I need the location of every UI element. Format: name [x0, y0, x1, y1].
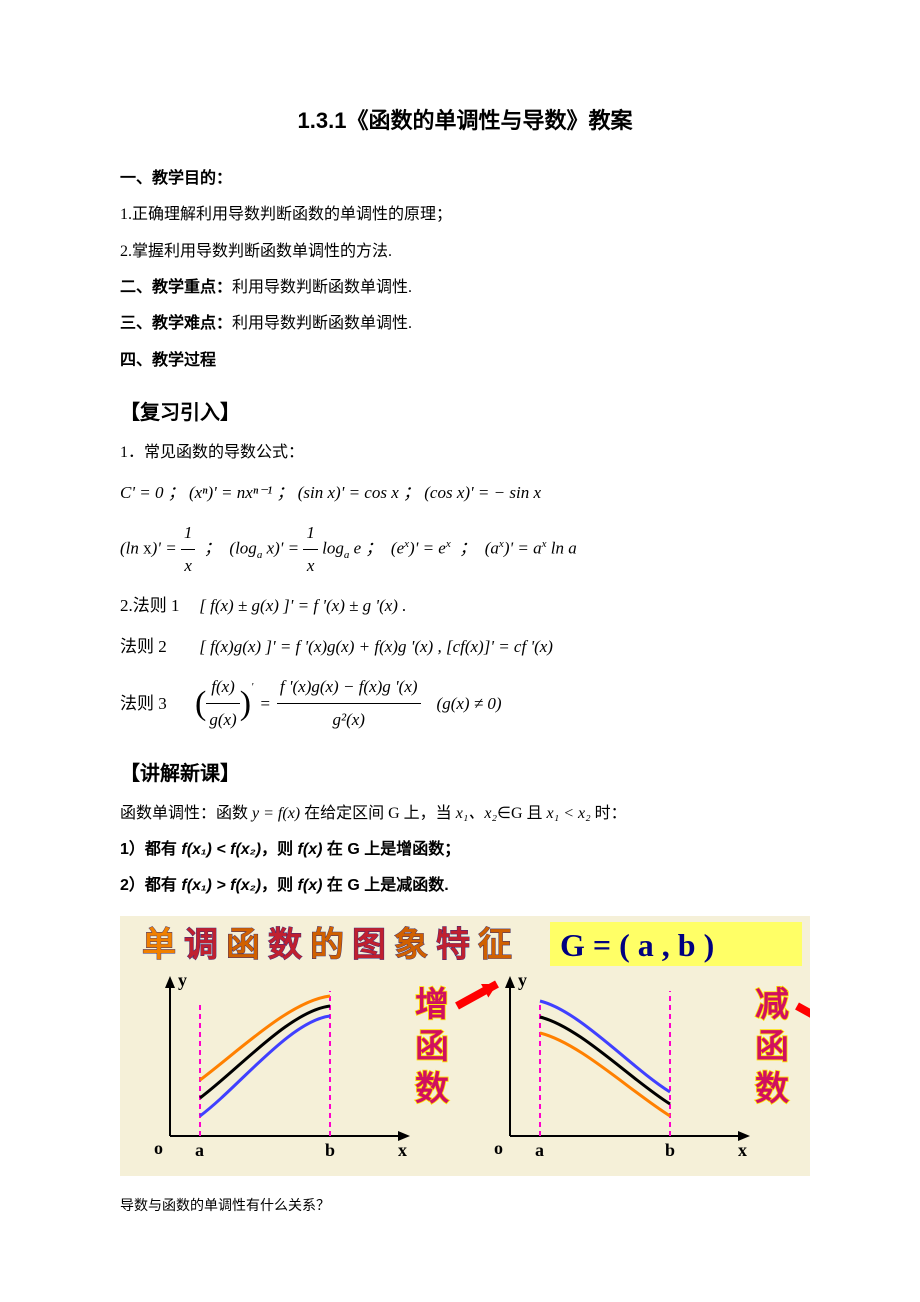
mono-intro-c: ∈G 且 [497, 805, 547, 822]
svg-text:调: 调 [184, 926, 218, 964]
svg-text:G = ( a , b ): G = ( a , b ) [560, 927, 714, 963]
svg-text:b: b [325, 1140, 335, 1160]
heading-keypoint: 二、教学重点：利用导数判断函数单调性. [120, 273, 810, 303]
svg-text:图: 图 [352, 926, 386, 964]
svg-text:征: 征 [478, 926, 512, 964]
rule-3-cond: (g(x) ≠ 0) [437, 688, 502, 720]
common-formulas-label: 1．常见函数的导数公式： [120, 438, 810, 468]
svg-text:o: o [154, 1138, 163, 1158]
difficulty-label: 三、教学难点： [120, 315, 232, 332]
formula-line-1: C' = 0 ； (xⁿ)' = nxⁿ⁻¹ ； (sin x)' = cos … [120, 477, 810, 509]
svg-text:单: 单 [142, 926, 176, 964]
mono1-fx: f(x) [298, 841, 323, 858]
svg-text:x: x [398, 1140, 407, 1160]
page: 1.3.1《函数的单调性与导数》教案 一、教学目的： 1.正确理解利用导数判断函… [0, 0, 920, 1280]
svg-text:函: 函 [226, 926, 260, 964]
svg-text:a: a [535, 1140, 544, 1160]
svg-text:函: 函 [755, 1029, 789, 1066]
goal-item-1: 1.正确理解利用导数判断函数的单调性的原理； [120, 200, 810, 230]
rule-2-label: 法则 2 [120, 631, 195, 663]
mono2-a: 2）都有 [120, 877, 181, 894]
mono-x1x2: x₁、x₂ [456, 805, 497, 822]
svg-text:特: 特 [436, 926, 470, 964]
svg-text:增: 增 [415, 986, 449, 1024]
mono2-ineq: f(x₁) > f(x₂) [181, 877, 261, 894]
difficulty-body: 利用导数判断函数单调性. [232, 315, 412, 332]
svg-text:减: 减 [755, 986, 789, 1024]
rule-3-label: 法则 3 [120, 688, 195, 720]
svg-text:y: y [518, 970, 527, 990]
mono-case-2: 2）都有 f(x₁) > f(x₂)，则 f(x) 在 G 上是减函数. [120, 871, 810, 901]
mono1-ineq: f(x₁) < f(x₂) [181, 841, 261, 858]
svg-text:y: y [178, 970, 187, 990]
rule-1-label: 2.法则 1 [120, 590, 195, 622]
svg-text:数: 数 [415, 1070, 449, 1108]
rule-3: 法则 3 ( f(x)g(x) )' = f '(x)g(x) − f(x)g … [120, 671, 810, 737]
mono2-c: 在 G 上是减函数. [322, 877, 448, 894]
heading-goal-label: 一、教学目的： [120, 170, 232, 187]
mono-intro-b: 在给定区间 G 上，当 [300, 805, 456, 822]
rule-1-body: [ f(x) ± g(x) ]' = f '(x) ± g '(x) . [199, 596, 406, 615]
mono-intro-d: 时： [591, 805, 627, 822]
rule-2: 法则 2 [ f(x)g(x) ]' = f '(x)g(x) + f(x)g … [120, 631, 810, 663]
diagram-svg: 单调函数的图象特征G = ( a , b )oyxab增函数oyxab减函数 [120, 916, 810, 1176]
heading-goal: 一、教学目的： [120, 164, 810, 194]
heading-difficulty: 三、教学难点：利用导数判断函数单调性. [120, 309, 810, 339]
heading-lecture: 【讲解新课】 [120, 755, 810, 793]
doc-title: 1.3.1《函数的单调性与导数》教案 [120, 100, 810, 142]
heading-review: 【复习引入】 [120, 394, 810, 432]
mono-x1ltx2: x₁ < x₂ [547, 805, 591, 822]
formula-line-2: (ln x)' = 1x ； (loga x)' = 1x loga e ； (… [120, 517, 810, 583]
mono2-fx: f(x) [298, 877, 323, 894]
mono-y-eq: y = f(x) [252, 805, 300, 822]
mono-case-1: 1）都有 f(x₁) < f(x₂)，则 f(x) 在 G 上是增函数； [120, 835, 810, 865]
mono-intro-a: 函数单调性：函数 [120, 805, 252, 822]
mono1-b: ，则 [261, 841, 297, 858]
heading-process: 四、教学过程 [120, 346, 810, 376]
keypoint-label: 二、教学重点： [120, 279, 232, 296]
mono-intro: 函数单调性：函数 y = f(x) 在给定区间 G 上，当 x₁、x₂∈G 且 … [120, 799, 810, 829]
svg-text:数: 数 [268, 926, 302, 964]
mono2-b: ，则 [261, 877, 297, 894]
svg-text:a: a [195, 1140, 204, 1160]
monotone-diagram: 单调函数的图象特征G = ( a , b )oyxab增函数oyxab减函数 [120, 916, 810, 1176]
keypoint-body: 利用导数判断函数单调性. [232, 279, 412, 296]
rule-1: 2.法则 1 [ f(x) ± g(x) ]' = f '(x) ± g '(x… [120, 590, 810, 622]
svg-text:b: b [665, 1140, 675, 1160]
goal-item-2: 2.掌握利用导数判断函数单调性的方法. [120, 237, 810, 267]
svg-text:的: 的 [310, 926, 344, 964]
svg-text:x: x [738, 1140, 747, 1160]
svg-text:象: 象 [394, 926, 428, 964]
mono1-c: 在 G 上是增函数； [322, 841, 460, 858]
rule-2-body: [ f(x)g(x) ]' = f '(x)g(x) + f(x)g '(x) … [199, 637, 553, 656]
svg-text:数: 数 [755, 1070, 789, 1108]
svg-text:o: o [494, 1138, 503, 1158]
svg-text:函: 函 [415, 1029, 449, 1066]
question-text: 导数与函数的单调性有什么关系？ [120, 1194, 810, 1221]
mono1-a: 1）都有 [120, 841, 181, 858]
